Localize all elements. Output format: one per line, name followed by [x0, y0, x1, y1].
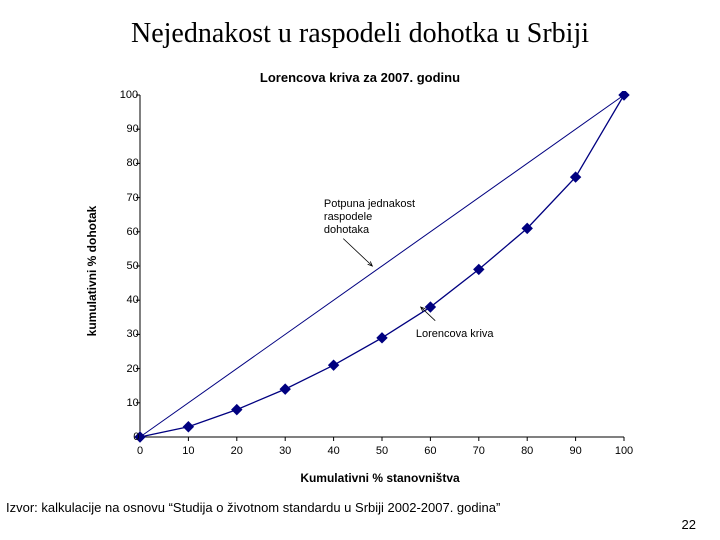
y-tick-label: 80 [127, 157, 139, 169]
x-tick-label: 60 [424, 445, 436, 457]
lorenz-chart: Lorencova kriva za 2007. godinu kumulati… [90, 70, 630, 490]
x-tick-label: 70 [473, 445, 485, 457]
y-tick-label: 50 [127, 260, 139, 272]
y-tick-label: 70 [127, 192, 139, 204]
y-tick-label: 60 [127, 226, 139, 238]
annotation-equality: Potpuna jednakostraspodeledohotaka [324, 198, 415, 238]
y-tick-label: 100 [120, 89, 138, 101]
y-tick-label: 40 [127, 294, 139, 306]
chart-title: Lorencova kriva za 2007. godinu [90, 70, 630, 85]
y-tick-label: 90 [127, 123, 139, 135]
plot-area: kumulativni % dohotak Kumulativni % stan… [130, 91, 630, 451]
x-tick-label: 90 [569, 445, 581, 457]
y-tick-label: 0 [133, 431, 139, 443]
annotation-lorenz: Lorencova kriva [416, 328, 494, 341]
x-tick-label: 40 [327, 445, 339, 457]
x-tick-label: 20 [231, 445, 243, 457]
y-tick-label: 30 [127, 328, 139, 340]
footer: Izvor: kalkulacije na osnovu “Studija o … [0, 500, 720, 532]
x-tick-label: 50 [376, 445, 388, 457]
x-tick-label: 30 [279, 445, 291, 457]
page-title: Nejednakost u raspodeli dohotka u Srbiji [0, 0, 720, 50]
x-tick-label: 10 [182, 445, 194, 457]
x-axis-label: Kumulativni % stanovništva [300, 471, 459, 485]
x-tick-label: 80 [521, 445, 533, 457]
y-axis-label: kumulativni % dohotak [85, 206, 99, 337]
source-text: Izvor: kalkulacije na osnovu “Studija o … [6, 500, 714, 515]
x-tick-label: 0 [137, 445, 143, 457]
chart-svg [130, 91, 630, 451]
page-number: 22 [6, 517, 714, 532]
y-tick-label: 20 [127, 363, 139, 375]
y-tick-label: 10 [127, 397, 139, 409]
x-tick-label: 100 [615, 445, 633, 457]
